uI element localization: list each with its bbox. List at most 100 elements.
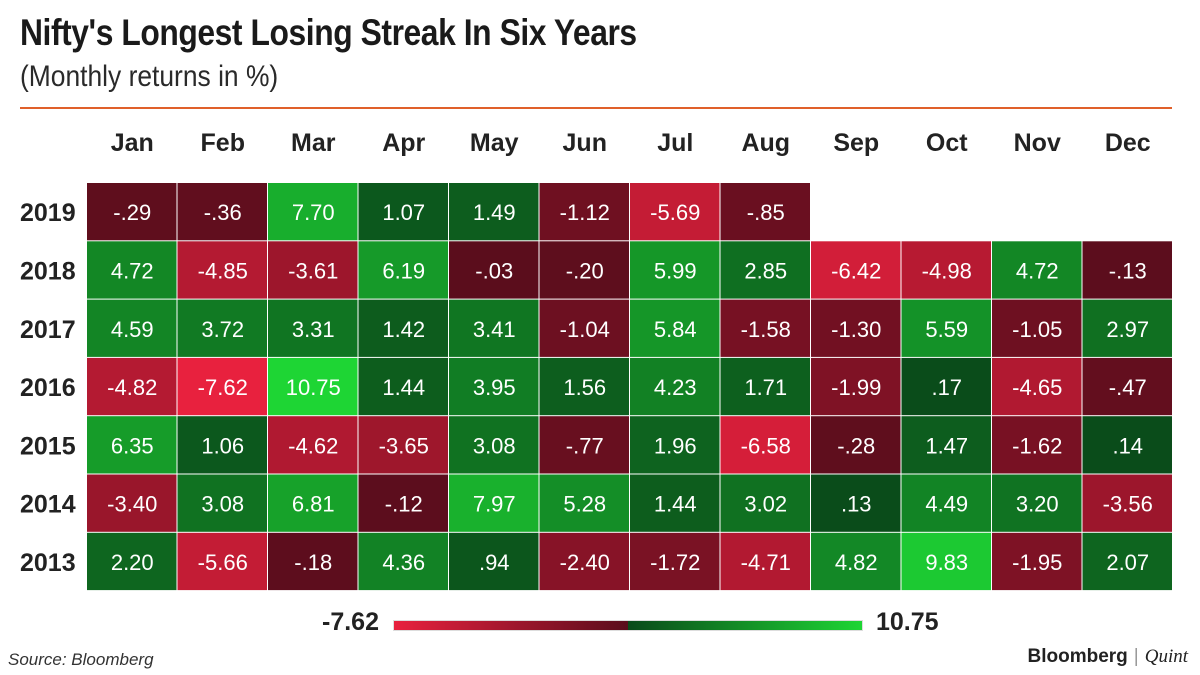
heatmap-cell-2016-oct	[901, 357, 991, 416]
heatmap-cell-2015-feb	[177, 416, 267, 474]
cell-value-2013-sep: 4.82	[835, 550, 878, 575]
month-label-nov: Nov	[1014, 129, 1061, 157]
month-label-mar: Mar	[291, 129, 336, 157]
heatmap-cell-2015-jul	[630, 416, 720, 474]
cell-value-2019-may: 1.49	[473, 200, 516, 225]
cell-value-2014-mar: 6.81	[292, 492, 335, 517]
cell-value-2019-apr: 1.07	[382, 200, 425, 225]
cell-value-2017-dec: 2.97	[1106, 317, 1149, 342]
month-label-jul: Jul	[657, 129, 693, 157]
heatmap-cell-2014-oct	[901, 474, 991, 532]
cell-value-2015-jun: -.77	[566, 433, 604, 458]
heatmap-cell-2014-sep	[811, 474, 901, 532]
cell-value-2016-dec: -.47	[1109, 375, 1147, 400]
heatmap-cell-2014-aug	[720, 474, 810, 532]
heatmap-cell-2017-jul	[630, 299, 720, 357]
brand-primary: Bloomberg	[1027, 646, 1128, 667]
cell-value-2017-feb: 3.72	[201, 317, 244, 342]
cell-value-2018-dec: -.13	[1109, 258, 1147, 283]
heatmap-cell-2014-may	[449, 474, 539, 532]
heatmap-cell-2014-dec	[1082, 474, 1172, 532]
cell-value-2018-may: -.03	[475, 258, 513, 283]
cell-value-2019-feb: -.36	[204, 200, 242, 225]
heatmap-cell-2016-dec	[1082, 357, 1172, 416]
month-label-oct: Oct	[926, 129, 968, 157]
heatmap-cell-2019-feb	[177, 183, 267, 241]
cell-value-2018-oct: -4.98	[922, 258, 972, 283]
cell-value-2014-jun: 5.28	[563, 492, 606, 517]
heatmap-cell-2015-sep	[811, 416, 901, 474]
heatmap-cell-2018-jan	[87, 241, 177, 299]
year-label-2017: 2017	[20, 316, 76, 344]
heatmap-cell-2018-dec	[1082, 241, 1172, 299]
brand-secondary: Quint	[1144, 646, 1188, 667]
heatmap-cell-2018-aug	[720, 241, 810, 299]
month-label-aug: Aug	[741, 129, 790, 157]
month-label-jan: Jan	[111, 129, 154, 157]
heatmap-cell-2013-dec	[1082, 532, 1172, 591]
cell-value-2015-sep: -.28	[837, 433, 875, 458]
heatmap-cell-2017-aug	[720, 299, 810, 357]
heatmap-cell-2018-mar	[268, 241, 358, 299]
cell-value-2014-feb: 3.08	[201, 492, 244, 517]
heatmap-cell-2014-nov	[992, 474, 1082, 532]
cell-value-2016-jul: 4.23	[654, 375, 697, 400]
cell-value-2014-jan: -3.40	[107, 492, 157, 517]
heatmap-cell-2015-apr	[358, 416, 448, 474]
heatmap-cell-2018-jul	[630, 241, 720, 299]
cell-value-2017-jun: -1.04	[560, 317, 610, 342]
cell-value-2013-oct: 9.83	[925, 550, 968, 575]
cell-value-2013-nov: -1.95	[1012, 550, 1062, 575]
heatmap-cell-2013-aug	[720, 532, 810, 591]
heatmap-cell-2018-apr	[358, 241, 448, 299]
heatmap-cell-2013-jan	[87, 532, 177, 591]
cell-value-2015-may: 3.08	[473, 433, 516, 458]
heatmap-cell-2014-feb	[177, 474, 267, 532]
cell-value-2016-aug: 1.71	[744, 375, 787, 400]
month-label-may: May	[470, 129, 519, 157]
brand-logo: Bloomberg | Quint	[1028, 646, 1189, 668]
heatmap-cell-2013-may	[449, 532, 539, 591]
cell-value-2019-aug: -.85	[747, 200, 785, 225]
cell-value-2016-apr: 1.44	[382, 375, 425, 400]
cell-value-2015-oct: 1.47	[925, 433, 968, 458]
heatmap-cell-2018-sep	[811, 241, 901, 299]
brand-separator: |	[1133, 646, 1139, 667]
heatmap-cell-2018-nov	[992, 241, 1082, 299]
heatmap-cell-2018-feb	[177, 241, 267, 299]
cell-value-2018-jan: 4.72	[111, 258, 154, 283]
cell-value-2016-sep: -1.99	[831, 375, 881, 400]
month-label-feb: Feb	[201, 129, 245, 157]
cell-value-2018-jun: -.20	[566, 258, 604, 283]
heatmap-cell-2015-jun	[539, 416, 629, 474]
heatmap-cell-2013-mar	[268, 532, 358, 591]
heatmap-cell-2013-sep	[811, 532, 901, 591]
source-note: Source: Bloomberg	[8, 650, 154, 669]
heatmap-cell-2017-apr	[358, 299, 448, 357]
legend-min-label: -7.62	[322, 608, 379, 636]
cell-value-2013-jun: -2.40	[560, 550, 610, 575]
heatmap-cell-2015-aug	[720, 416, 810, 474]
cell-value-2018-jul: 5.99	[654, 258, 697, 283]
heatmap-cell-2016-mar	[268, 357, 358, 416]
cell-value-2017-nov: -1.05	[1012, 317, 1062, 342]
cell-value-2017-apr: 1.42	[382, 317, 425, 342]
cell-value-2016-feb: -7.62	[198, 375, 248, 400]
cell-value-2014-apr: -.12	[385, 492, 423, 517]
cell-value-2015-apr: -3.65	[379, 433, 429, 458]
cell-value-2013-aug: -4.71	[741, 550, 791, 575]
heatmap-cell-2016-may	[449, 357, 539, 416]
cell-value-2018-sep: -6.42	[831, 258, 881, 283]
heatmap-cell-2013-jun	[539, 532, 629, 591]
heatmap-cell-2013-feb	[177, 532, 267, 591]
year-label-2015: 2015	[20, 432, 76, 460]
cell-value-2018-nov: 4.72	[1016, 258, 1059, 283]
heatmap-cell-2016-jan	[87, 357, 177, 416]
heatmap-cell-2015-dec	[1082, 416, 1172, 474]
heatmap-cell-2016-nov	[992, 357, 1082, 416]
cell-value-2018-aug: 2.85	[744, 258, 787, 283]
year-label-2019: 2019	[20, 199, 76, 227]
heatmap-cell-2014-jul	[630, 474, 720, 532]
heatmap-cell-2019-jun	[539, 183, 629, 241]
